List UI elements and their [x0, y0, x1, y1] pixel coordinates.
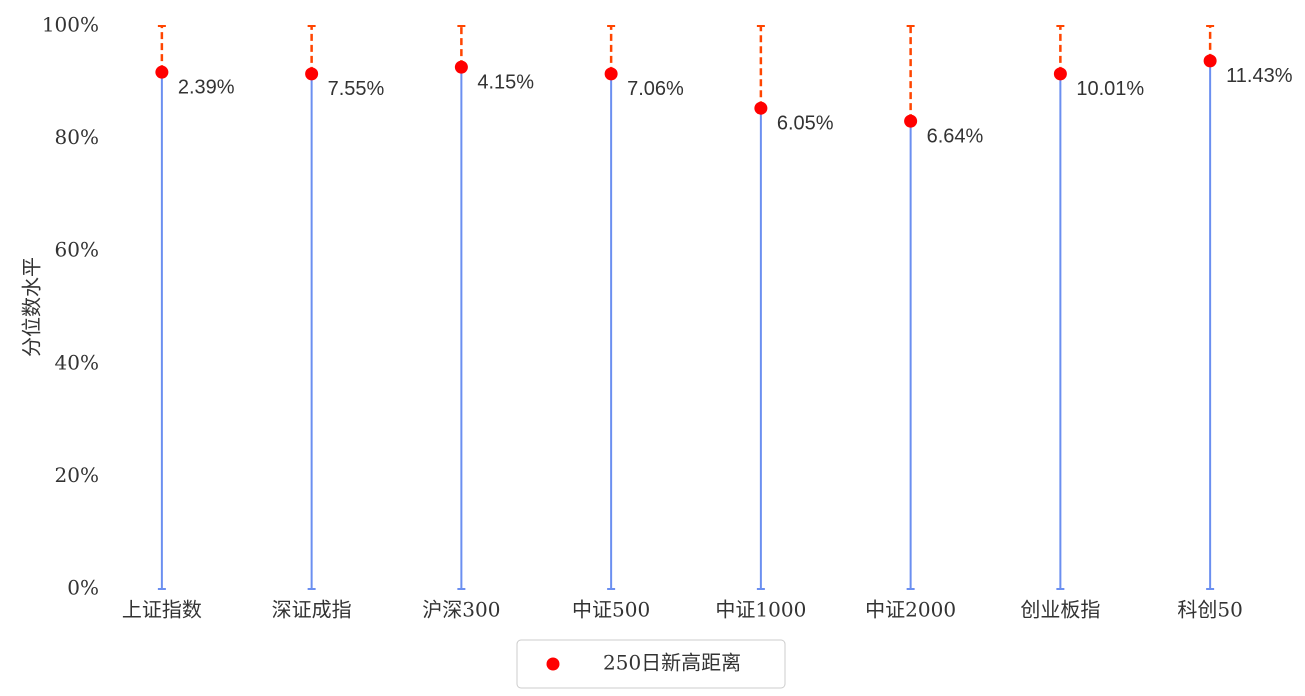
data-label: 10.01% — [1076, 78, 1144, 100]
dot — [604, 67, 618, 81]
data-label: 11.43% — [1226, 65, 1293, 87]
data-label: 6.05% — [777, 112, 834, 134]
dot — [155, 65, 169, 79]
dot — [1203, 54, 1217, 68]
data-label: 4.15% — [477, 71, 534, 93]
dot — [305, 67, 319, 81]
legend-marker — [546, 657, 560, 671]
x-tick-label: 沪深300 — [422, 598, 500, 622]
x-tick-label: 上证指数 — [122, 598, 202, 622]
y-tick-label: 20% — [55, 463, 99, 487]
x-tick-label: 中证1000 — [715, 598, 806, 622]
dot — [454, 60, 468, 74]
x-tick-label: 创业板指 — [1020, 598, 1100, 622]
data-label: 7.06% — [627, 78, 684, 100]
dot — [754, 101, 768, 115]
legend-box — [516, 639, 786, 689]
x-tick-label: 科创50 — [1177, 598, 1242, 622]
y-tick-label: 80% — [55, 125, 99, 149]
y-tick-label: 0% — [67, 576, 99, 600]
dot — [1053, 67, 1067, 81]
data-label: 7.55% — [328, 78, 385, 100]
data-label: 6.64% — [927, 125, 984, 147]
x-tick-label: 中证2000 — [865, 598, 956, 622]
x-tick-label: 中证500 — [572, 598, 650, 622]
y-tick-label: 40% — [55, 350, 99, 374]
data-label: 2.39% — [178, 76, 235, 98]
legend-label: 250日新高距离 — [603, 651, 741, 675]
dot — [904, 114, 918, 128]
x-tick-label: 深证成指 — [272, 598, 352, 622]
y-tick-label: 100% — [42, 13, 99, 37]
y-tick-label: 60% — [55, 238, 99, 262]
y-axis-label: 分位数水平 — [20, 257, 44, 357]
